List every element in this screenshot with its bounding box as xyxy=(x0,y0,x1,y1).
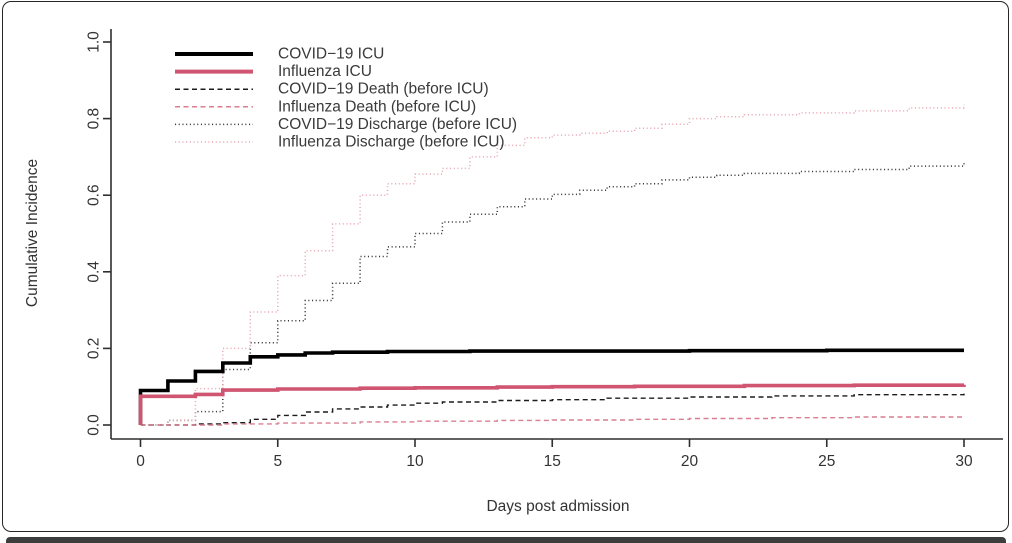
x-axis-title: Days post admission xyxy=(486,498,630,515)
partial-element-bottom-bar xyxy=(6,537,1006,543)
x-tick-label-20: 20 xyxy=(681,453,699,470)
y-tick-label-0.2: 0.2 xyxy=(86,338,103,360)
y-tick-label-0.0: 0.0 xyxy=(86,414,103,436)
legend-item-label-0: COVID−19 ICU xyxy=(278,46,384,63)
series-dashed-2 xyxy=(140,393,965,426)
y-tick-label-1.0: 1.0 xyxy=(86,31,103,53)
cumulative-incidence-chart: 0 5 10 15 20 25 30 0.0 0.2 0.4 0.6 0.8 1.0 COVID−19 I… xyxy=(86,29,1003,470)
x-tick-label-15: 15 xyxy=(544,453,561,470)
series-dashed-3 xyxy=(140,416,965,426)
x-tick-label-10: 10 xyxy=(406,453,424,470)
legend-item-label-5: Influenza Discharge (before ICU) xyxy=(278,134,505,151)
x-tick-label-25: 25 xyxy=(818,453,835,470)
series-solid-1 xyxy=(138,383,966,425)
legend-item-label-3: Influenza Death (before ICU) xyxy=(278,98,476,115)
y-tick-label-0.6: 0.6 xyxy=(86,184,103,206)
x-tick-label-0: 0 xyxy=(136,453,145,470)
x-tick-label-5: 5 xyxy=(273,453,282,470)
figure-card: 0 5 10 15 20 25 30 0.0 0.2 0.4 0.6 0.8 1.0 COVID−19 I… xyxy=(2,1,1009,532)
series-dotted-5 xyxy=(140,104,965,426)
x-tick-label-30: 30 xyxy=(955,453,973,470)
legend-item-label-2: COVID−19 Death (before ICU) xyxy=(278,81,489,98)
y-tick-label-0.8: 0.8 xyxy=(86,108,103,130)
y-tick-label-0.4: 0.4 xyxy=(86,261,103,283)
series-solid-0 xyxy=(138,348,964,425)
legend-item-label-1: Influenza ICU xyxy=(278,63,372,80)
legend-item-label-4: COVID−19 Discharge (before ICU) xyxy=(278,116,517,133)
y-axis-title: Cumulative Incidence xyxy=(24,158,41,308)
